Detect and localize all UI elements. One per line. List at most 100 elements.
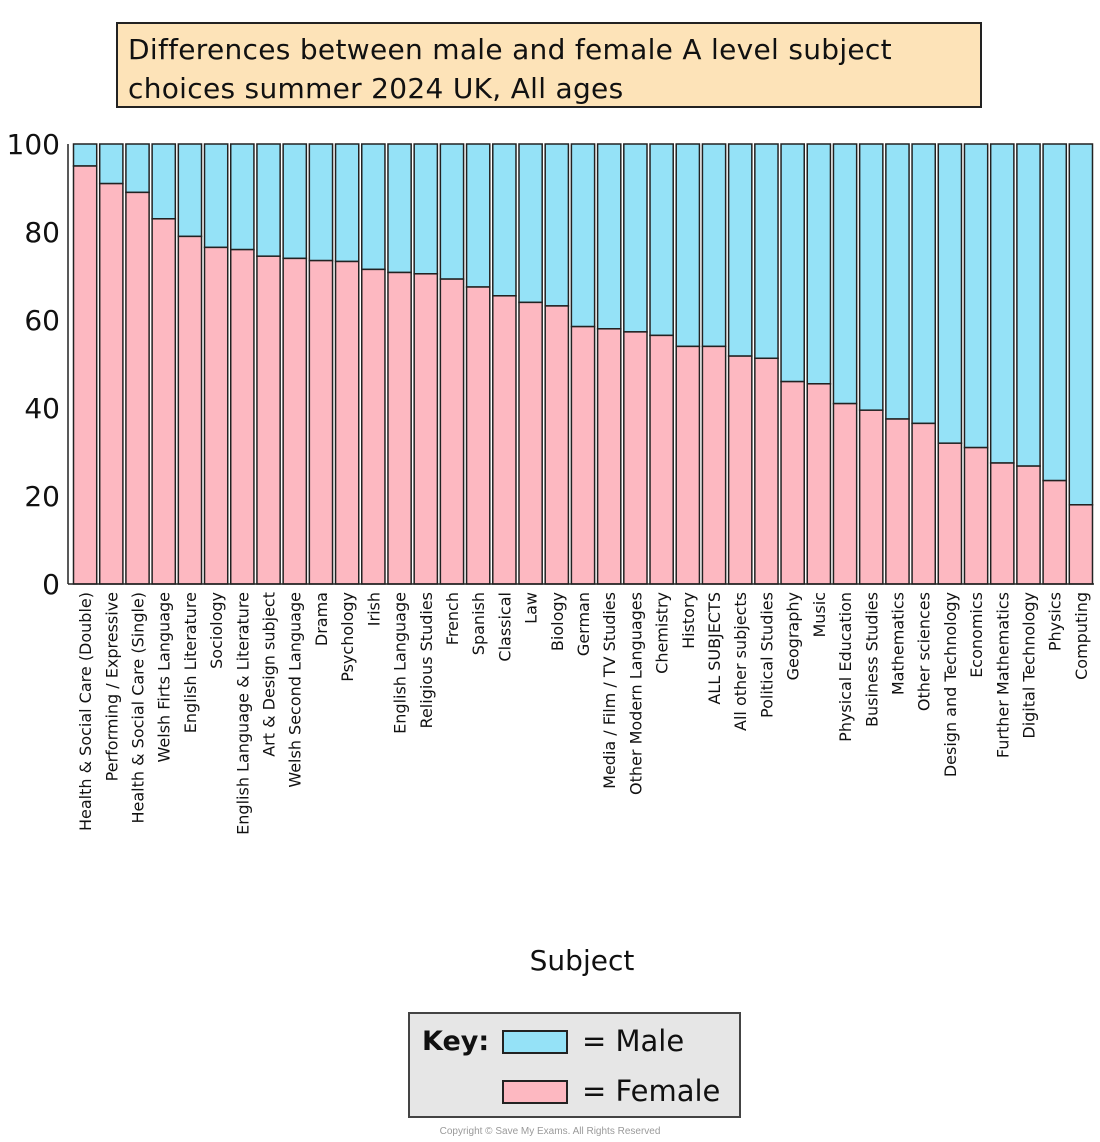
bar-male-3: [151, 143, 177, 220]
chart-title-box: Differences between male and female A le…: [116, 22, 982, 108]
x-tick-label-20: Media / Film / TV Studies: [600, 592, 619, 789]
x-tick-label-28: Music: [810, 592, 829, 638]
x-tick-label-6: English Language & Literature: [233, 592, 252, 835]
y-tick-label-0: 0: [42, 568, 60, 601]
bar-male-33: [937, 143, 963, 444]
x-tick-label-7: Art & Design subject: [260, 592, 279, 757]
y-tick-label-1: 20: [24, 480, 60, 513]
x-tick-label-35: Further Mathematics: [993, 592, 1012, 758]
x-tick-label-37: Physics: [1046, 592, 1065, 651]
bar-female-25: [727, 355, 753, 585]
bar-male-12: [387, 143, 412, 274]
x-tick-label-23: History: [679, 592, 698, 649]
bar-male-16: [492, 143, 517, 297]
bar-male-1: [98, 143, 124, 185]
bar-female-8: [282, 257, 308, 585]
bar-female-0: [72, 165, 98, 585]
bar-female-10: [334, 260, 360, 585]
legend-swatch-female: [502, 1080, 568, 1104]
bar-male-23: [675, 143, 701, 348]
bar-female-35: [989, 462, 1015, 585]
bar-female-31: [885, 418, 910, 585]
bar-male-37: [1042, 143, 1068, 482]
bar-male-6: [229, 143, 255, 251]
bar-male-17: [518, 143, 543, 304]
bar-female-5: [203, 246, 229, 585]
bar-female-3: [151, 218, 177, 585]
bar-male-26: [754, 143, 779, 360]
x-tick-label-26: Political Studies: [757, 592, 776, 718]
x-tick-label-29: Physical Education: [836, 592, 855, 742]
bar-male-14: [439, 143, 465, 280]
chart-title-line-1: Differences between male and female A le…: [128, 33, 892, 66]
legend-key-label: Key:: [422, 1026, 490, 1057]
bar-male-21: [623, 143, 648, 333]
bar-female-16: [492, 295, 517, 585]
bar-male-35: [989, 143, 1015, 464]
bar-male-30: [858, 143, 884, 411]
legend-text-female: = Female: [582, 1074, 721, 1108]
x-tick-label-36: Digital Technology: [1019, 592, 1038, 739]
x-tick-label-5: Sociology: [207, 592, 226, 669]
bar-male-18: [544, 143, 570, 307]
bar-female-2: [125, 191, 150, 585]
x-tick-label-25: All other subjects: [731, 592, 750, 731]
bar-female-33: [937, 442, 963, 585]
bar-female-14: [439, 278, 465, 585]
bar-female-24: [701, 345, 727, 585]
x-tick-label-22: Chemistry: [653, 592, 672, 674]
bar-female-9: [308, 259, 334, 585]
legend-key: Key: = Male = Female: [408, 1012, 741, 1118]
x-tick-label-27: Geography: [784, 592, 803, 680]
bar-male-4: [177, 143, 203, 238]
bar-male-8: [282, 143, 308, 260]
bar-female-28: [806, 383, 832, 585]
x-tick-label-31: Mathematics: [888, 592, 907, 695]
bar-male-29: [832, 143, 858, 405]
bar-female-30: [858, 409, 884, 585]
bar-female-29: [832, 402, 858, 585]
bar-male-20: [596, 143, 622, 330]
y-axis: 0 20 40 60 80 100: [7, 128, 1094, 601]
x-tick-label-21: Other Modern Languages: [626, 592, 645, 795]
x-tick-label-30: Business Studies: [862, 592, 881, 727]
bar-female-32: [911, 422, 937, 585]
bar-female-15: [465, 286, 491, 585]
bar-female-36: [1016, 465, 1041, 585]
bar-male-24: [701, 143, 727, 348]
bar-male-32: [911, 143, 937, 425]
bars-group: [72, 143, 1094, 585]
y-tick-label-2: 40: [24, 392, 60, 425]
x-tick-label-17: Law: [522, 592, 541, 624]
legend-text-male: = Male: [582, 1024, 685, 1058]
bar-male-34: [963, 143, 989, 449]
bar-female-17: [518, 301, 543, 585]
bar-male-9: [308, 143, 334, 262]
x-tick-label-34: Economics: [967, 592, 986, 678]
bar-male-25: [727, 143, 753, 357]
bar-female-19: [570, 325, 596, 585]
bar-female-20: [596, 328, 622, 585]
bar-male-36: [1016, 143, 1041, 467]
bar-male-27: [780, 143, 805, 383]
copyright-notice: Copyright © Save My Exams. All Rights Re…: [439, 1126, 661, 1137]
bar-male-28: [806, 143, 832, 385]
bar-female-26: [754, 357, 779, 585]
bar-female-23: [675, 345, 701, 585]
x-tick-label-10: Psychology: [338, 592, 357, 682]
y-tick-label-4: 80: [24, 216, 60, 249]
bar-female-11: [361, 268, 386, 585]
bar-male-10: [334, 143, 360, 263]
x-tick-label-33: Design and Technology: [941, 592, 960, 777]
x-tick-label-8: Welsh Second Language: [286, 592, 305, 788]
bar-male-7: [256, 143, 281, 257]
bar-male-19: [570, 143, 596, 328]
x-tick-label-11: Irish: [364, 592, 383, 626]
x-tick-label-1: Performing / Expressive: [102, 592, 121, 781]
bar-female-37: [1042, 479, 1068, 585]
x-tick-label-12: English Language: [391, 592, 410, 734]
bar-male-13: [413, 143, 439, 275]
chart-title-line-2: choices summer 2024 UK, All ages: [128, 72, 624, 105]
y-tick-label-5: 100: [7, 128, 60, 161]
legend-swatch-male: [502, 1030, 568, 1054]
